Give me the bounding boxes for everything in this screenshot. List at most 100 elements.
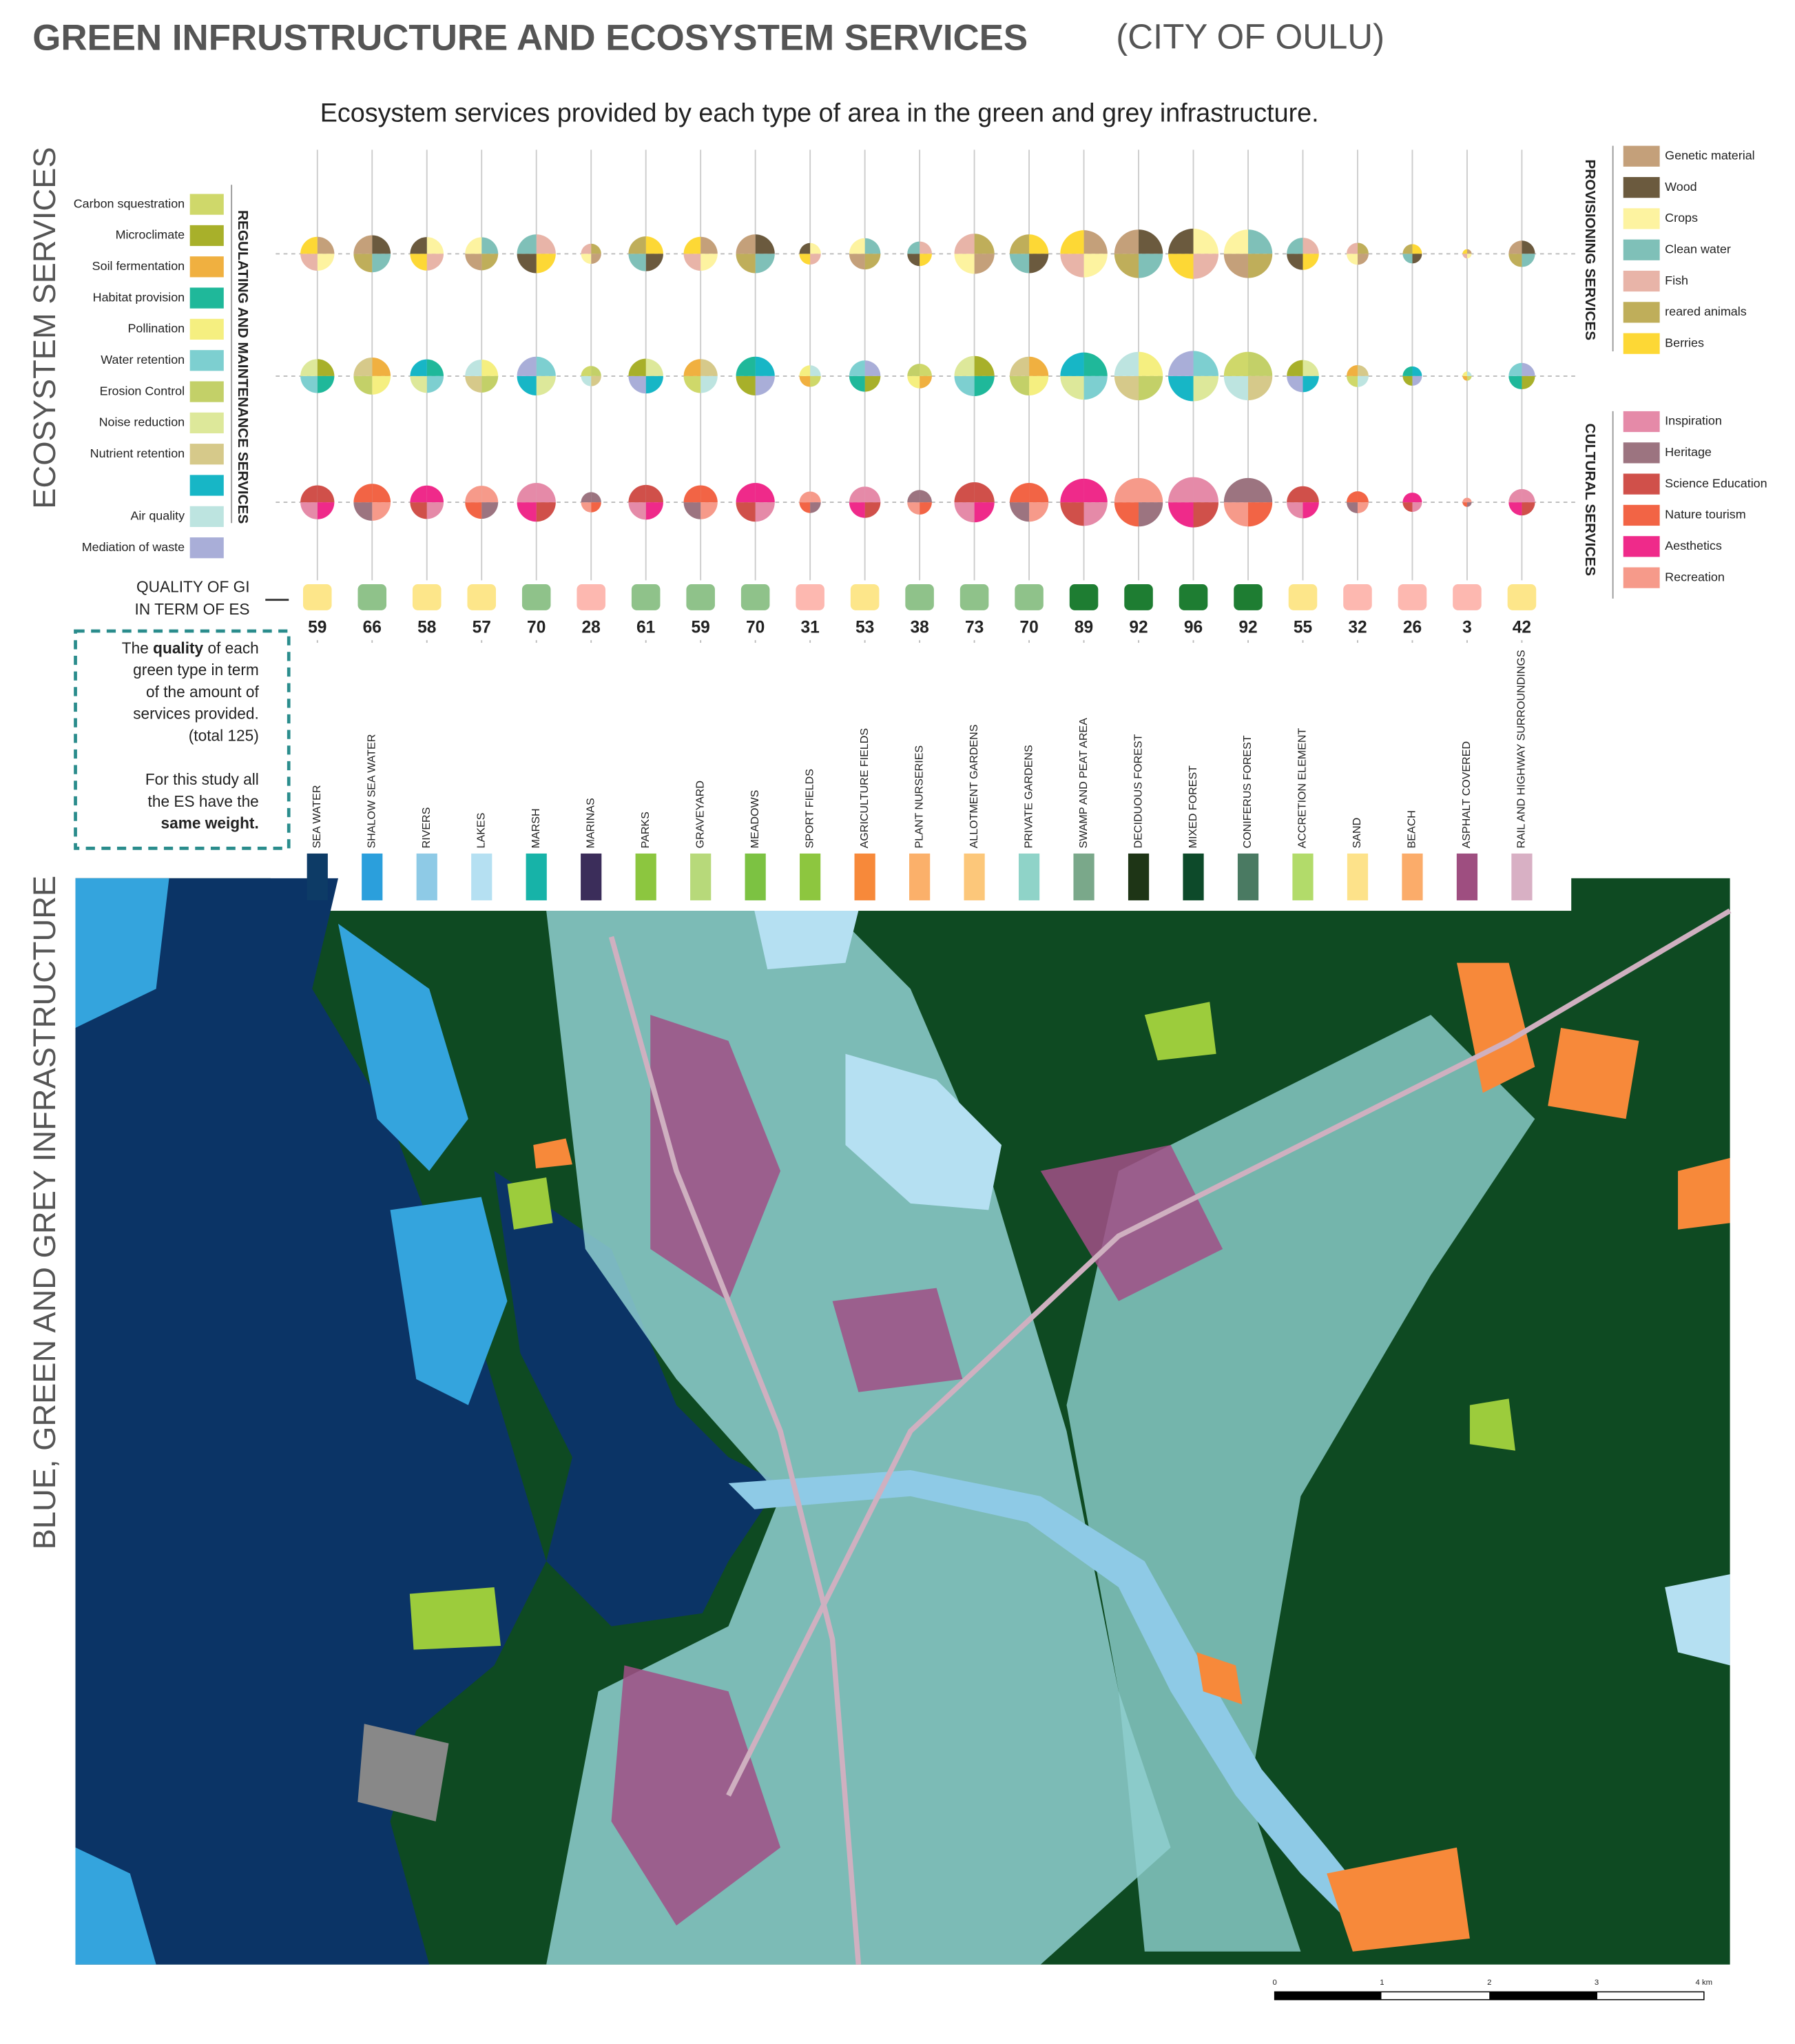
legend-swatch [1623, 442, 1660, 464]
area-swatch [1511, 853, 1533, 900]
pie-slice [581, 254, 592, 265]
quality-swatch [412, 584, 442, 610]
group-title: CULTURAL SERVICES [1582, 424, 1598, 577]
pie [1223, 351, 1273, 401]
pie-slice [907, 241, 920, 254]
quality-swatch [1507, 584, 1537, 610]
pie-slice [317, 502, 335, 519]
pie-slice [536, 375, 556, 396]
area-name: AGRICULTURE FIELDS [858, 728, 871, 848]
note-segment: For this study all [145, 770, 259, 788]
quality-value: 59 [692, 619, 710, 637]
pie-slice [1522, 362, 1535, 376]
pie-slice [1223, 229, 1249, 254]
area-name: SAND [1351, 818, 1363, 849]
pie-slice [1168, 502, 1194, 528]
quality-label: IN TERM OF ES [135, 600, 250, 618]
pie [517, 482, 556, 522]
pie-slice [1466, 502, 1472, 507]
pie-slice [517, 482, 537, 503]
pie-slice [300, 502, 318, 519]
pie-slice [1139, 477, 1163, 503]
label-bg [638, 643, 654, 851]
pie-slice [1193, 254, 1219, 279]
pie-slice [1508, 254, 1522, 267]
legend-label: Carbon squestration [74, 196, 185, 210]
note-text: same weight. [161, 814, 259, 832]
pie-slice [1347, 375, 1358, 387]
pie-slice [849, 254, 865, 270]
pie-slice [1508, 362, 1522, 376]
pie-slice [907, 375, 920, 389]
pie-slice [1223, 502, 1249, 527]
road [608, 908, 1732, 1965]
pie-slice [1114, 351, 1139, 376]
pie-slice [1522, 254, 1535, 267]
legend-swatch [1623, 504, 1660, 526]
pie [736, 234, 775, 273]
quality-value: 26 [1403, 619, 1422, 637]
legend-label: Noise reduction [99, 415, 185, 429]
label-bg [583, 643, 599, 851]
quality-value: 70 [1019, 619, 1038, 637]
pie-slice [1060, 502, 1084, 526]
area-swatch [854, 853, 875, 900]
pie-slice [465, 486, 482, 503]
pie [410, 237, 444, 271]
scale-bar-segment [1274, 1992, 1382, 2000]
legend-label: Heritage [1665, 445, 1712, 459]
pie-slice [1508, 375, 1522, 390]
pie-slice [300, 359, 318, 376]
quality-swatch [1124, 584, 1153, 610]
pie [736, 356, 775, 396]
quality-value: 92 [1129, 619, 1148, 637]
area-swatch [362, 853, 383, 900]
pie-slice [907, 364, 920, 376]
pie-slice [353, 235, 373, 254]
pie-slice [410, 237, 427, 254]
area-name: MARSH [530, 808, 542, 848]
area-name: CONIFERUS FOREST [1241, 735, 1254, 848]
pie [1347, 364, 1369, 387]
quality-label: QUALITY OF GI [136, 578, 250, 596]
pie [1462, 497, 1472, 507]
quality-swatch [850, 584, 880, 610]
pie-slice [1114, 229, 1139, 254]
pie-slice [426, 359, 444, 376]
pie-slice [907, 502, 920, 515]
pie-slice [517, 254, 537, 273]
pie-slice [683, 254, 701, 271]
pie [1223, 229, 1273, 278]
group-title: PROVISIONING SERVICES [1582, 159, 1598, 340]
area-swatch [1018, 853, 1040, 900]
scale-label: 2 [1487, 1979, 1491, 1987]
pie [683, 359, 718, 393]
legend-swatch [1623, 333, 1660, 354]
pie-slice [317, 485, 335, 503]
pie-slice [1462, 254, 1467, 259]
pie [300, 485, 335, 519]
pie-slice [372, 484, 391, 503]
quality-value: 66 [363, 619, 382, 637]
pie-slice [1193, 502, 1219, 528]
pie-slice [317, 359, 335, 376]
industrial-area [611, 1015, 1223, 1926]
pie [1060, 478, 1108, 526]
pie [799, 365, 821, 387]
pie-slice [536, 356, 556, 376]
pie-slice [481, 486, 499, 503]
pie-slice [1412, 254, 1422, 264]
area-name: SHALOW SEA WATER [365, 734, 377, 849]
scale-label: 1 [1380, 1979, 1384, 1987]
pie-slice [317, 254, 335, 271]
pie-slice [426, 485, 444, 503]
pie-slice [1357, 364, 1369, 376]
note-segment: same weight. [161, 814, 259, 832]
pie [1060, 352, 1108, 400]
pie-slice [954, 234, 975, 254]
pie-slice [920, 502, 932, 515]
pie-slice [465, 375, 482, 393]
label-bg [911, 643, 928, 851]
pie-slice [481, 359, 499, 376]
note-segment: The [122, 639, 153, 657]
